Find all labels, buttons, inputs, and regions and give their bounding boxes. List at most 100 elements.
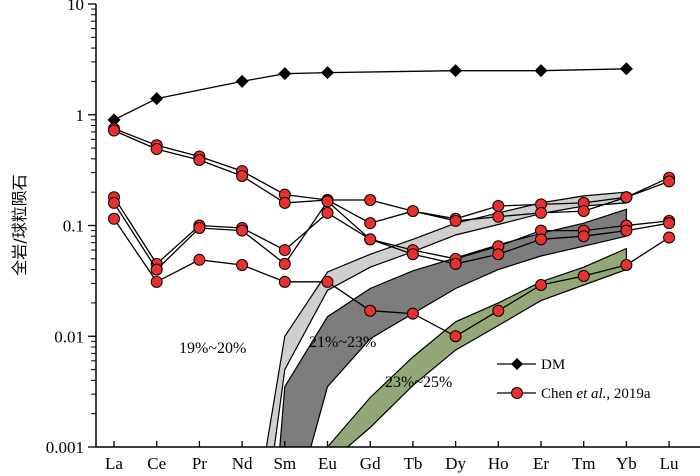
band-label-2: 21%~23% (309, 334, 376, 351)
legend-chen-year: , 2019a (606, 386, 651, 402)
series-4-line (113, 200, 670, 271)
y-tick-label: 10 (67, 0, 84, 14)
series-1-line (113, 127, 670, 220)
sample-point (492, 304, 505, 317)
legend-chen-etal: et al. (576, 386, 606, 402)
sample-point (193, 154, 206, 167)
sample-point (364, 193, 377, 206)
sample-point (406, 307, 419, 320)
dm-point (449, 64, 463, 78)
y-axis-label: 全岩/球粒陨石 (10, 174, 29, 275)
sample-point (321, 206, 334, 219)
y-tick-label: 0.01 (54, 327, 84, 346)
sample-point (364, 233, 377, 246)
x-ticks: La Ce Pr Nd Sm Eu Gd Tb Dy Ho Er Tm Yb Lu (105, 441, 679, 473)
dm-point (278, 67, 292, 81)
sample-point (492, 248, 505, 261)
sample-point (577, 230, 590, 243)
sample-point (236, 169, 249, 182)
x-tick-label: Nd (232, 454, 253, 473)
sample-point (406, 205, 419, 218)
dm-point (534, 64, 548, 78)
sample-point (236, 258, 249, 271)
sample-point (278, 257, 291, 270)
legend-dm-marker (511, 358, 523, 370)
y-tick-label: 0.1 (63, 217, 84, 236)
x-tick-label: Dy (445, 454, 466, 473)
sample-point (535, 233, 547, 246)
series-5 (108, 212, 676, 343)
dm-point (619, 62, 633, 76)
sample-point (449, 257, 462, 270)
x-tick-label: Er (533, 454, 549, 473)
sample-point (663, 217, 676, 230)
legend-dm-label: DM (541, 357, 565, 373)
sample-point (321, 195, 334, 208)
band-label-3: 23%~25% (385, 374, 452, 391)
band-3 (326, 247, 628, 447)
sample-point (364, 304, 377, 317)
x-tick-label: La (105, 454, 123, 473)
sample-point (663, 175, 676, 188)
x-tick-label: Sm (273, 454, 296, 473)
data-series (107, 62, 676, 343)
sample-point (620, 258, 633, 271)
x-tick-label: Ce (147, 454, 166, 473)
sample-point (150, 263, 163, 276)
sample-point (620, 191, 633, 204)
sample-point (492, 199, 505, 212)
sample-point (364, 217, 377, 230)
sample-point (108, 212, 120, 225)
x-tick-label: Ho (488, 454, 509, 473)
sample-point (278, 244, 291, 257)
y-ticks: 10 1 0.1 0.01 0.001 (46, 0, 96, 457)
sample-point (449, 330, 462, 343)
sample-point (278, 196, 291, 209)
sample-point (663, 231, 676, 244)
y-tick-label: 1 (76, 106, 85, 125)
sample-point (150, 143, 163, 156)
x-tick-label: Pr (192, 454, 207, 473)
y-tick-label: 0.001 (46, 438, 84, 457)
dm-point (235, 74, 249, 88)
sample-point (535, 206, 547, 219)
series-0-line (113, 68, 627, 121)
band-labels: 19%~20% 21%~23% 23%~25% (179, 334, 452, 391)
dm-point (150, 92, 164, 106)
dm-point (107, 113, 121, 127)
series-4 (108, 195, 676, 276)
sample-point (108, 196, 120, 209)
x-tick-label: Gd (360, 454, 381, 473)
x-tick-label: Tb (403, 454, 422, 473)
series-3-line (113, 196, 670, 265)
x-tick-label: Lu (660, 454, 679, 473)
sample-point (193, 221, 206, 234)
sample-point (577, 269, 590, 282)
x-tick-label: Yb (616, 454, 637, 473)
series-5-line (113, 218, 670, 338)
sample-point (577, 205, 590, 218)
sample-point (236, 224, 249, 237)
sample-point (321, 275, 334, 288)
sample-point (406, 248, 419, 261)
legend-chen-label: Chen et al., 2019a (541, 386, 651, 402)
series-2 (108, 124, 676, 230)
legend: DM Chen et al., 2019a (497, 357, 651, 402)
series-0 (107, 62, 633, 127)
sample-point (278, 275, 291, 288)
sample-point (535, 279, 547, 292)
x-tick-label: Tm (572, 454, 596, 473)
sample-point (492, 210, 505, 223)
band-label-1: 19%~20% (179, 340, 246, 357)
sample-point (108, 124, 120, 137)
sample-point (449, 214, 462, 227)
sample-point (150, 275, 163, 288)
legend-chen-author: Chen (541, 386, 573, 402)
dm-point (321, 66, 334, 80)
legend-chen-marker (511, 387, 523, 399)
sample-point (620, 224, 633, 237)
sample-point (193, 253, 206, 266)
melting-bands (265, 191, 628, 447)
x-tick-label: Eu (318, 454, 337, 473)
